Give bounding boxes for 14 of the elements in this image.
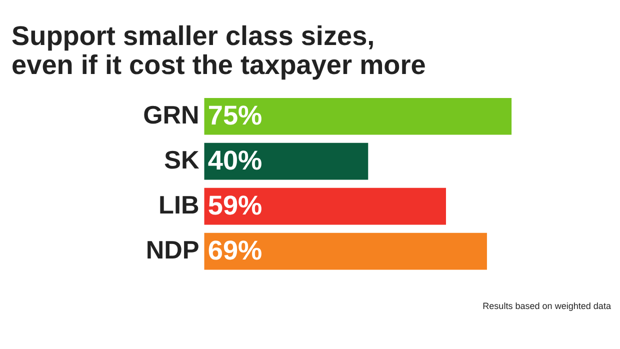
y-tick-label: LIB (158, 192, 200, 220)
y-tick-label: GRN (143, 102, 200, 130)
data-label: 69% (208, 234, 262, 266)
data-label: 75% (208, 100, 262, 131)
bar (204, 98, 512, 135)
text: Results based on weighted data (482, 300, 612, 311)
y-tick-label: NDP (146, 236, 200, 264)
bar (204, 142, 368, 180)
data-label: 59% (208, 189, 262, 220)
bar (204, 188, 446, 225)
text: Support smaller class sizes, (12, 20, 375, 52)
y-tick-label: SK (164, 146, 200, 175)
bar (204, 232, 487, 270)
data-label: 40% (208, 144, 262, 176)
